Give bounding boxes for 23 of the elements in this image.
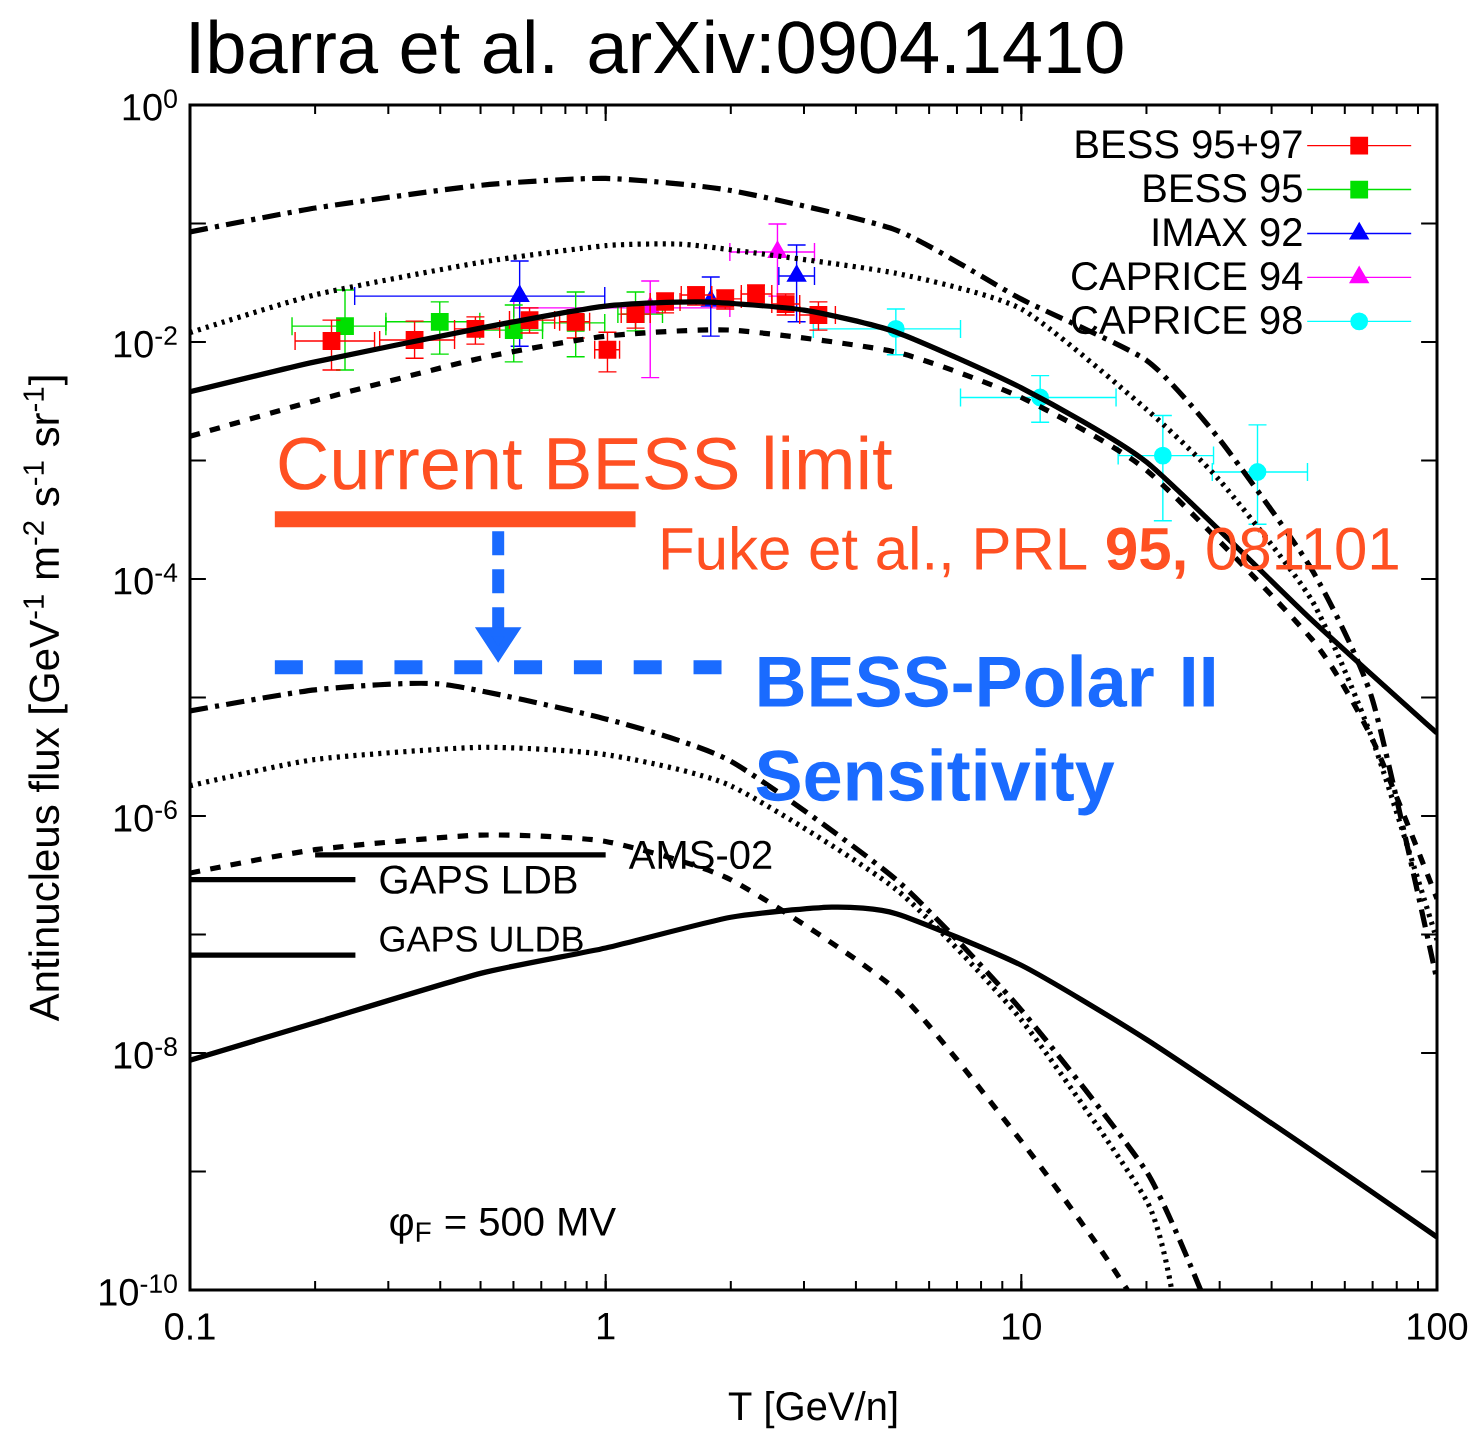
series-label: GAPS LDB	[380, 865, 577, 894]
y-tick-label: 10$^{-6}$	[114, 800, 177, 832]
annotation: φ$_{F}$ = 500 MV	[390, 1207, 616, 1244]
legend-label: IMAX 92	[1153, 218, 1302, 247]
series-label: BESS-Polar II Sensitivity	[756, 654, 1214, 816]
legend-label: BESS 95	[1144, 174, 1302, 203]
x-tick-label: 1	[597, 1313, 615, 1340]
x-axis-title: T [GeV/n]	[728, 1391, 897, 1429]
y-tick-label: 10$^{-10}$	[100, 1274, 177, 1306]
y-tick-label: 10$^{0}$	[123, 89, 177, 121]
legend-label: BESS 95+97	[1076, 130, 1302, 159]
series-label: Current BESS limit	[279, 435, 893, 490]
legend-label: CAPRICE 98	[1072, 305, 1302, 335]
x-tick-label: 0.1	[165, 1313, 215, 1340]
x-tick-label: 10	[1003, 1313, 1041, 1340]
series-label: GAPS ULDB	[380, 926, 583, 952]
y-tick-label: 10$^{-8}$	[114, 1037, 177, 1069]
legend-label: CAPRICE 94	[1072, 261, 1303, 291]
chart-title: Ibarra et al. arXiv:0904.1410	[191, 19, 1123, 74]
x-tick-label: 100	[1408, 1313, 1468, 1340]
text: Antinucleus flux [GeV$^{-1}$ m$^{-2}$ s$^{-1}$ sr$^{-1}$]	[23, 376, 68, 1022]
y-tick-label: 10$^{-4}$	[114, 563, 178, 595]
y-tick-label: 10$^{-2}$	[114, 326, 177, 358]
